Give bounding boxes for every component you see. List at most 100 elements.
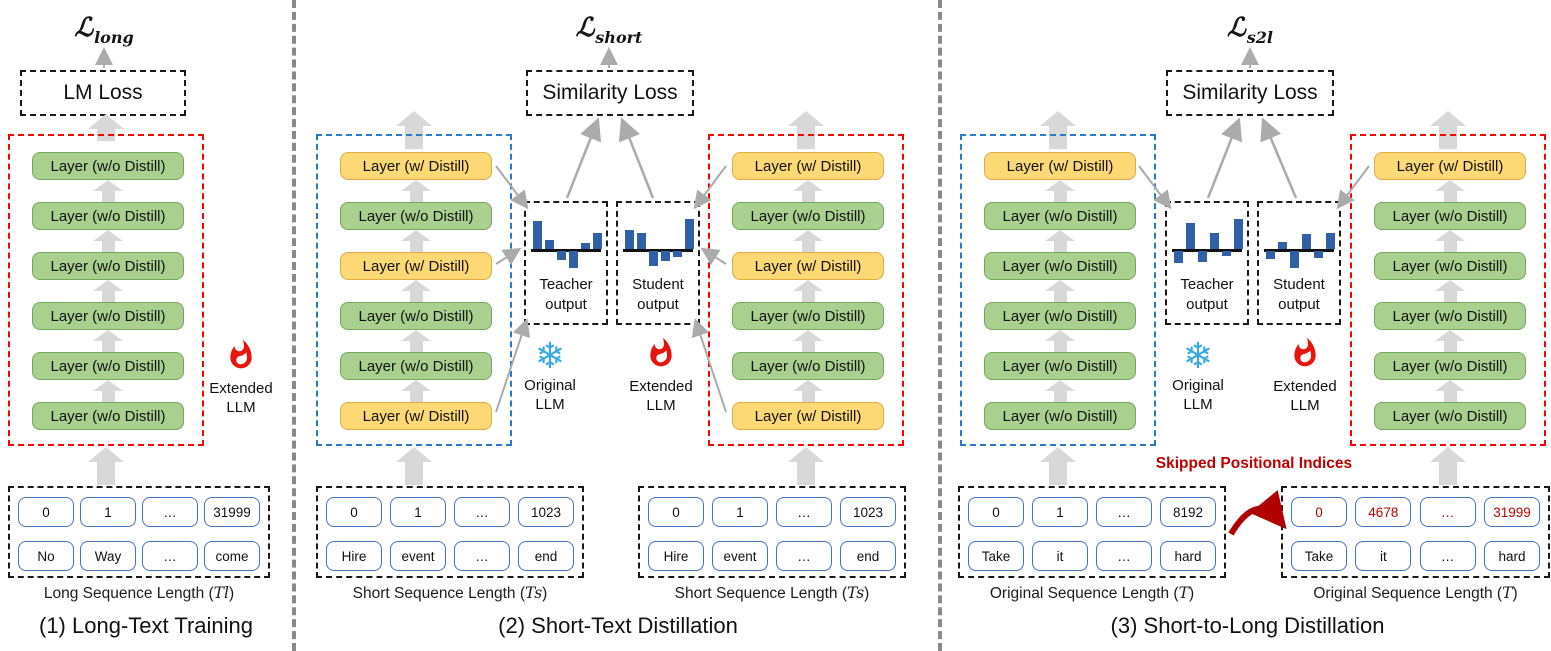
seq-caption-text: Original Sequence Length ( <box>1313 585 1503 602</box>
token-row: 0 1 … 8192 <box>968 497 1216 527</box>
original-llm-badge: ❄ Original LLM <box>507 336 593 414</box>
bar <box>637 233 646 249</box>
teacher-output-box: Teacher output <box>1165 201 1249 325</box>
seq-caption-text: ) <box>1188 585 1195 602</box>
token-box: end <box>840 541 896 571</box>
token-box: Hire <box>648 541 704 571</box>
up-arrow <box>93 230 123 252</box>
token-box: 0 <box>968 497 1024 527</box>
teacher-bars <box>526 203 606 323</box>
layer-box: Layer (w/ Distill) <box>340 252 492 280</box>
bar <box>1290 251 1299 268</box>
output-to-loss-arrow <box>565 117 602 199</box>
lm-loss-box: LM Loss <box>20 70 186 116</box>
snowflake-icon: ❄ <box>534 335 566 376</box>
up-arrow <box>793 280 823 302</box>
up-arrow <box>401 230 431 252</box>
student-output-label: Student output <box>632 276 684 313</box>
loss-subscript: s2l <box>1246 28 1273 47</box>
token-box: 4678 <box>1355 497 1412 527</box>
output-to-loss-arrow <box>618 117 655 199</box>
up-arrow <box>401 280 431 302</box>
extended-llm-stack: Layer (w/o Distill) Layer (w/o Distill) La… <box>8 134 204 446</box>
token-box: … <box>142 541 198 571</box>
layer-box: Layer (w/o Distill) <box>340 302 492 330</box>
extended-llm-badge: Extended LLM <box>1262 334 1348 415</box>
token-box: it <box>1032 541 1088 571</box>
seq-caption-text: Short Sequence Length ( <box>352 585 525 602</box>
token-row: Take it … hard <box>968 541 1216 571</box>
sequence-caption: Long Sequence Length (Tl) <box>8 584 270 603</box>
bar <box>545 240 554 249</box>
up-arrow <box>1430 111 1466 149</box>
layer-box: Layer (w/ Distill) <box>984 152 1136 180</box>
bar <box>673 251 682 257</box>
bar-axis <box>531 249 601 252</box>
sequence-caption: Original Sequence Length (T) <box>1281 584 1550 603</box>
extended-llm-stack: Layer (w/ Distill) Layer (w/o Distill) Lay… <box>708 134 904 446</box>
token-sequence-box: 0 1… 31999 No Way… come <box>8 486 270 578</box>
sequence-caption: Short Sequence Length (Ts) <box>316 584 584 603</box>
token-box: 1 <box>390 497 446 527</box>
token-box: 1 <box>712 497 768 527</box>
model-label: LLM <box>226 399 256 416</box>
up-arrow <box>396 111 432 149</box>
student-output-label: Student output <box>1273 276 1325 313</box>
sequence-caption: Original Sequence Length (T) <box>958 584 1226 603</box>
extended-llm-badge: Extended LLM <box>198 336 284 417</box>
student-output-box: Student output <box>616 201 700 325</box>
token-box: … <box>1096 541 1152 571</box>
layer-box: Layer (w/o Distill) <box>32 352 184 380</box>
output-to-loss-arrow <box>1260 117 1298 199</box>
token-box: hard <box>1160 541 1216 571</box>
sequence-caption: Short Sequence Length (Ts) <box>638 584 906 603</box>
loss-subscript: short <box>595 28 643 47</box>
seq-caption-text: ) <box>228 585 235 602</box>
layer-box: Layer (w/o Distill) <box>732 352 884 380</box>
token-box: Hire <box>326 541 382 571</box>
up-arrow <box>1040 111 1076 149</box>
token-box: end <box>518 541 574 571</box>
token-sequence-box: 0 1 … 8192 Take it … hard <box>958 486 1226 578</box>
up-arrow <box>1435 380 1465 402</box>
up-arrow <box>1040 447 1076 485</box>
bar <box>533 221 542 249</box>
up-arrow <box>1045 380 1075 402</box>
token-box: 31999 <box>204 497 260 527</box>
loss-symbol: ℒ <box>1227 13 1246 43</box>
bar <box>593 233 602 249</box>
panel-separator <box>938 0 942 651</box>
snowflake-icon: ❄ <box>1182 335 1214 376</box>
bar <box>1234 219 1243 249</box>
lm-loss-label: LM Loss <box>63 81 143 104</box>
skip-arc-arrow <box>1228 490 1287 536</box>
token-box: 0 <box>1291 497 1347 527</box>
teacher-output-label: Teacher output <box>539 276 593 313</box>
output-to-loss-arrow <box>1206 117 1243 199</box>
token-box: 31999 <box>1483 497 1540 527</box>
token-box: Take <box>1291 541 1347 571</box>
seq-caption-text: ) <box>1512 585 1518 602</box>
original-llm-stack: Layer (w/ Distill) Layer (w/o Distill) Lay… <box>960 134 1156 446</box>
model-label: LLM <box>646 397 676 414</box>
seq-var: T <box>1502 584 1513 602</box>
token-box: it <box>1355 541 1412 571</box>
seq-var: Ts <box>525 584 543 602</box>
token-box: … <box>454 497 510 527</box>
up-arrow <box>401 180 431 202</box>
seq-caption-text: Long Sequence Length ( <box>43 585 214 602</box>
token-row: 0 1… 31999 <box>18 497 260 527</box>
extended-llm-badge: Extended LLM <box>618 334 704 415</box>
layer-box: Layer (w/o Distill) <box>32 252 184 280</box>
bar <box>661 251 670 261</box>
up-arrow <box>93 330 123 352</box>
token-sequence-box: 0 1 … 1023 Hire event … end <box>638 486 906 578</box>
up-arrow <box>793 230 823 252</box>
layer-box: Layer (w/ Distill) <box>340 152 492 180</box>
layer-box: Layer (w/o Distill) <box>1374 202 1526 230</box>
token-row: Hire event … end <box>648 541 896 571</box>
up-arrow <box>1045 230 1075 252</box>
model-label: LLM <box>1290 397 1320 414</box>
student-output-box: Student output <box>1257 201 1341 325</box>
